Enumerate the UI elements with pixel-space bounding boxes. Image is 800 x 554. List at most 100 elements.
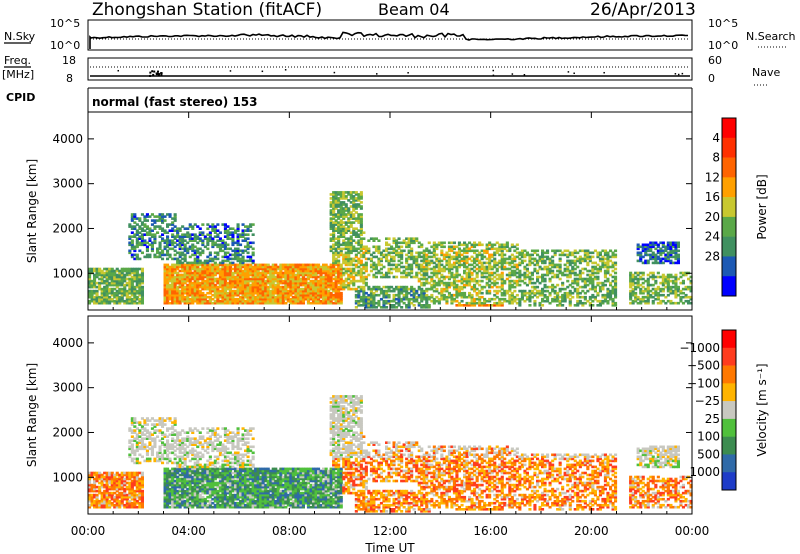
power-cell [274, 295, 278, 299]
power-cell [457, 247, 461, 251]
velocity-cell [113, 505, 117, 509]
colorbar-tick-label: 8 [712, 151, 720, 165]
power-cell [588, 259, 592, 263]
power-cell [113, 287, 117, 291]
power-cell [223, 243, 227, 247]
power-cell [359, 237, 363, 240]
power-cell [223, 273, 227, 277]
power-cell [198, 275, 202, 279]
nave-point [152, 73, 155, 76]
power-cell [206, 273, 210, 277]
power-cell [198, 295, 202, 299]
power-cell [566, 269, 570, 273]
power-cell [681, 279, 685, 283]
power-cell [520, 251, 524, 255]
power-cell [518, 277, 522, 281]
power-cell [93, 273, 97, 277]
power-cell [415, 261, 419, 265]
power-cell [402, 269, 406, 273]
power-cell [110, 267, 114, 271]
power-cell [334, 229, 338, 232]
power-cell [130, 243, 134, 247]
power-cell [135, 241, 139, 245]
power-cell [304, 265, 308, 269]
power-cell [246, 285, 250, 289]
power-cell [639, 287, 643, 291]
power-cell [427, 255, 431, 259]
power-cell [188, 291, 192, 295]
power-cell [503, 291, 507, 295]
power-cell [309, 281, 313, 285]
power-cell [463, 277, 467, 281]
power-cell [138, 299, 142, 303]
power-cell [407, 251, 411, 255]
power-cell [372, 263, 376, 267]
velocity-cell [105, 491, 109, 495]
power-cell [581, 259, 585, 263]
power-cell [309, 291, 313, 295]
power-cell [364, 263, 368, 267]
power-cell [196, 277, 200, 281]
power-cell [442, 253, 446, 257]
power-cell [503, 281, 507, 285]
power-cell [206, 255, 210, 259]
power-cell [279, 273, 283, 277]
power-cell [294, 289, 298, 293]
power-cell [216, 279, 220, 283]
power-cell [598, 253, 602, 257]
power-cell [186, 283, 190, 287]
power-cell [515, 255, 519, 259]
power-cell [140, 213, 144, 216]
power-cell [191, 265, 195, 269]
power-cell [473, 261, 477, 265]
power-cell [312, 273, 316, 277]
velocity-cell [118, 495, 122, 499]
power-cell [437, 257, 441, 261]
power-cell [296, 289, 300, 293]
power-cell [201, 267, 205, 271]
power-cell [183, 297, 187, 301]
velocity-cell [113, 497, 117, 501]
power-cell [420, 245, 424, 249]
power-cell [465, 255, 469, 259]
power-cell [339, 211, 343, 214]
power-cell [312, 293, 316, 297]
power-cell [289, 289, 293, 293]
power-cell [334, 297, 338, 301]
power-cell [244, 237, 248, 240]
power-cell [206, 295, 210, 299]
power-cell [422, 291, 426, 295]
power-cell [339, 287, 343, 291]
power-cell [241, 277, 245, 281]
power-cell [309, 273, 313, 277]
power-cell [145, 231, 149, 234]
velocity-cell [108, 481, 112, 485]
power-cell [296, 285, 300, 289]
power-cell [629, 279, 633, 283]
power-cell [145, 249, 149, 253]
power-cell [470, 279, 474, 283]
power-cell [538, 293, 542, 297]
power-cell [329, 221, 333, 224]
power-cell [166, 289, 170, 293]
power-cell [435, 265, 439, 269]
power-cell [95, 289, 99, 293]
power-cell [105, 279, 109, 283]
power-cell [609, 281, 613, 285]
power-cell [374, 287, 378, 291]
power-cell [659, 281, 663, 285]
power-cell [269, 299, 273, 303]
velocity-cell [110, 495, 114, 499]
power-cell [193, 283, 197, 287]
power-cell [168, 297, 172, 301]
power-cell [196, 279, 200, 283]
power-cell [339, 235, 343, 238]
power-cell [140, 273, 144, 277]
power-cell [362, 289, 366, 293]
power-cell [173, 293, 177, 297]
power-cell [548, 263, 552, 267]
power-cell [188, 263, 192, 267]
power-cell [641, 271, 645, 275]
power-cell [342, 261, 346, 265]
power-cell [576, 279, 580, 283]
